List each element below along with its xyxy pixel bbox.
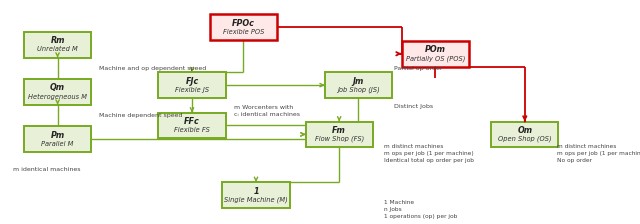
Text: POm: POm — [425, 45, 445, 54]
FancyBboxPatch shape — [159, 112, 226, 138]
Text: Heterogeneous M: Heterogeneous M — [28, 93, 87, 99]
FancyBboxPatch shape — [325, 72, 392, 98]
Text: Flexible POS: Flexible POS — [223, 28, 264, 34]
FancyBboxPatch shape — [306, 121, 372, 147]
Text: m identical machines: m identical machines — [13, 167, 80, 172]
Text: Jm: Jm — [353, 77, 364, 86]
Text: Machine and op dependent speed: Machine and op dependent speed — [99, 66, 207, 71]
Text: m distinct machines
m ops per job (1 per machine)
No op order: m distinct machines m ops per job (1 per… — [557, 144, 640, 163]
Text: Flexible JS: Flexible JS — [175, 87, 209, 93]
Text: FJc: FJc — [186, 77, 198, 86]
Text: Single Machine (M): Single Machine (M) — [224, 196, 288, 203]
FancyBboxPatch shape — [24, 32, 91, 58]
Text: FFc: FFc — [184, 117, 200, 126]
Text: Qm: Qm — [50, 84, 65, 93]
Text: Distinct Jobs: Distinct Jobs — [394, 104, 433, 109]
Text: FPOc: FPOc — [232, 19, 255, 28]
Text: Partially OS (POS): Partially OS (POS) — [406, 55, 465, 62]
Text: Parallel M: Parallel M — [42, 140, 74, 146]
FancyBboxPatch shape — [159, 72, 226, 98]
Text: 1 Machine
n Jobs
1 operations (op) per job: 1 Machine n Jobs 1 operations (op) per j… — [384, 200, 458, 219]
Text: Flexible FS: Flexible FS — [174, 127, 210, 133]
Text: Partial op order: Partial op order — [394, 66, 442, 71]
Text: Machine dependent speed: Machine dependent speed — [99, 113, 182, 118]
FancyBboxPatch shape — [24, 126, 91, 152]
Text: Pm: Pm — [51, 131, 65, 140]
Text: Unrelated M: Unrelated M — [37, 46, 78, 52]
Text: Rm: Rm — [51, 37, 65, 45]
FancyBboxPatch shape — [24, 79, 91, 105]
Text: m distinct machines
m ops per job (1 per machine)
Identical total op order per j: m distinct machines m ops per job (1 per… — [384, 144, 474, 163]
Text: m Worcenters with
cᵢ identical machines: m Worcenters with cᵢ identical machines — [234, 105, 300, 117]
Text: 1: 1 — [253, 187, 259, 196]
Text: Fm: Fm — [332, 126, 346, 135]
FancyBboxPatch shape — [492, 121, 558, 147]
FancyBboxPatch shape — [210, 14, 277, 40]
Text: Om: Om — [517, 126, 532, 135]
FancyBboxPatch shape — [402, 41, 468, 67]
Text: Open Shop (OS): Open Shop (OS) — [498, 136, 552, 142]
Text: Flow Shop (FS): Flow Shop (FS) — [315, 136, 364, 142]
Text: Job Shop (JS): Job Shop (JS) — [337, 86, 380, 93]
FancyBboxPatch shape — [223, 182, 290, 208]
